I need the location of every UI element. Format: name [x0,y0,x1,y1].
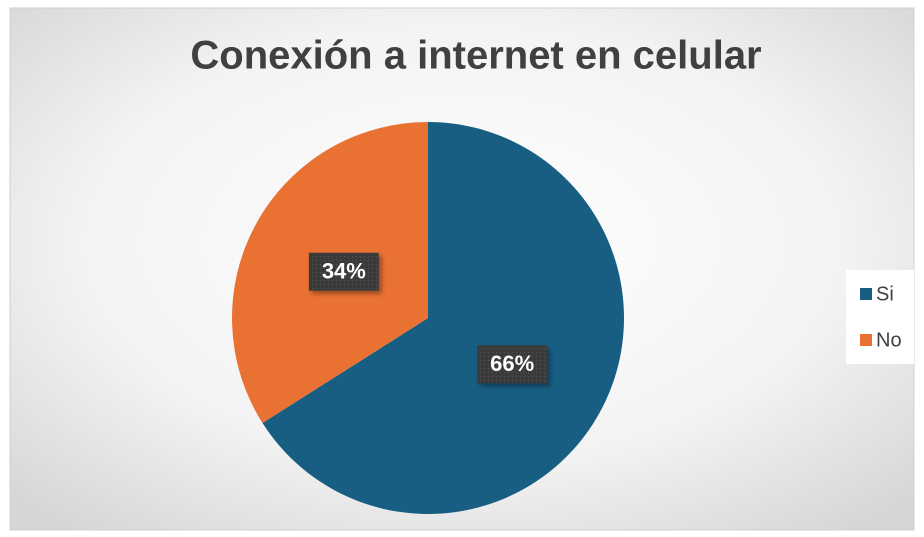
data-label-box [308,252,379,291]
legend-label: No [876,329,902,351]
chart-title: Conexión a internet en celular [190,34,761,78]
data-label: 34% [322,259,366,284]
legend-box [846,270,914,364]
pie-slice [262,122,624,514]
legend-swatch [860,334,872,346]
legend-swatch [860,288,872,300]
data-label: 66% [490,351,534,376]
legend-label: Si [876,283,894,305]
data-label-box [477,345,548,384]
